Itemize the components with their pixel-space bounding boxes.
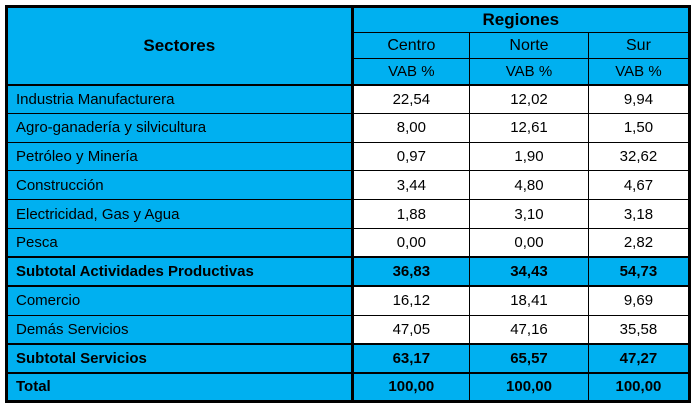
table-row-electricidad-gas-agua: Electricidad, Gas y Agua 1,88 3,10 3,18 (6, 199, 691, 230)
value-cell-sur: 47,27 (587, 342, 691, 374)
unit-header-norte: VAB % (469, 58, 589, 86)
value-cell-centro: 0,97 (351, 141, 471, 172)
row-label: Construcción (6, 170, 354, 201)
value-cell-sur: 54,73 (587, 256, 691, 288)
value-cell-sur: 9,94 (587, 84, 691, 114)
corner-header-sectores: Sectores (6, 6, 354, 86)
value-cell-norte: 34,43 (469, 256, 589, 288)
table-row-total: Total 100,00 100,00 100,00 (6, 371, 691, 402)
table-row-subtotal-actividades-productivas: Subtotal Actividades Productivas 36,83 3… (6, 256, 691, 288)
value-cell-sur: 9,69 (587, 285, 691, 316)
row-label: Comercio (6, 285, 354, 316)
value-cell-centro: 36,83 (351, 256, 471, 288)
table-row-pesca: Pesca 0,00 0,00 2,82 (6, 228, 691, 258)
value-cell-sur: 2,82 (587, 228, 691, 258)
value-cell-norte: 12,61 (469, 112, 589, 143)
table-row-agro-ganaderia: Agro-ganadería y silvicultura 8,00 12,61… (6, 112, 691, 143)
column-header-sur: Sur (587, 32, 691, 59)
row-label: Demás Servicios (6, 314, 354, 345)
unit-header-centro: VAB % (351, 58, 471, 86)
value-cell-centro: 8,00 (351, 112, 471, 143)
value-cell-centro: 3,44 (351, 170, 471, 201)
row-label: Subtotal Servicios (6, 342, 354, 374)
row-label: Industria Manufacturera (6, 84, 354, 114)
table-row-construccion: Construcción 3,44 4,80 4,67 (6, 170, 691, 201)
table-row-subtotal-servicios: Subtotal Servicios 63,17 65,57 47,27 (6, 342, 691, 374)
row-label: Total (6, 371, 354, 402)
header-row-units: VAB % VAB % VAB % (7, 58, 691, 86)
column-header-norte: Norte (469, 32, 589, 59)
value-cell-norte: 65,57 (469, 342, 589, 374)
value-cell-norte: 4,80 (469, 170, 589, 201)
value-cell-centro: 16,12 (351, 285, 471, 316)
row-label: Electricidad, Gas y Agua (6, 199, 354, 230)
value-cell-norte: 100,00 (469, 371, 589, 402)
value-cell-sur: 3,18 (587, 199, 691, 230)
value-cell-sur: 32,62 (587, 141, 691, 172)
table-row-industria-manufacturera: Industria Manufacturera 22,54 12,02 9,94 (6, 84, 691, 114)
value-cell-norte: 3,10 (469, 199, 589, 230)
value-cell-centro: 100,00 (351, 371, 471, 402)
value-cell-sur: 4,67 (587, 170, 691, 201)
column-header-centro: Centro (351, 32, 471, 59)
value-cell-norte: 18,41 (469, 285, 589, 316)
value-cell-sur: 35,58 (587, 314, 691, 345)
value-cell-centro: 63,17 (351, 342, 471, 374)
table-row-demas-servicios: Demás Servicios 47,05 47,16 35,58 (6, 314, 691, 345)
value-cell-norte: 47,16 (469, 314, 589, 345)
value-cell-centro: 1,88 (351, 199, 471, 230)
value-cell-norte: 1,90 (469, 141, 589, 172)
row-label: Agro-ganadería y silvicultura (6, 112, 354, 143)
value-cell-centro: 22,54 (351, 84, 471, 114)
header-row-group: Sectores Regiones (6, 6, 691, 86)
table-row-petroleo-mineria: Petróleo y Minería 0,97 1,90 32,62 (6, 141, 691, 172)
value-cell-norte: 0,00 (469, 228, 589, 258)
value-cell-centro: 0,00 (351, 228, 471, 258)
vab-regions-table: Sectores Regiones Centro Norte Sur VAB %… (5, 5, 691, 403)
header-row-regions: Centro Norte Sur (7, 32, 691, 59)
row-label: Subtotal Actividades Productivas (6, 256, 354, 288)
value-cell-sur: 1,50 (587, 112, 691, 143)
group-header-regiones: Regiones (351, 6, 691, 33)
row-label: Pesca (6, 228, 354, 258)
row-label: Petróleo y Minería (6, 141, 354, 172)
unit-header-sur: VAB % (587, 58, 691, 86)
table-row-comercio: Comercio 16,12 18,41 9,69 (6, 285, 691, 316)
value-cell-centro: 47,05 (351, 314, 471, 345)
value-cell-norte: 12,02 (469, 84, 589, 114)
value-cell-sur: 100,00 (587, 371, 691, 402)
